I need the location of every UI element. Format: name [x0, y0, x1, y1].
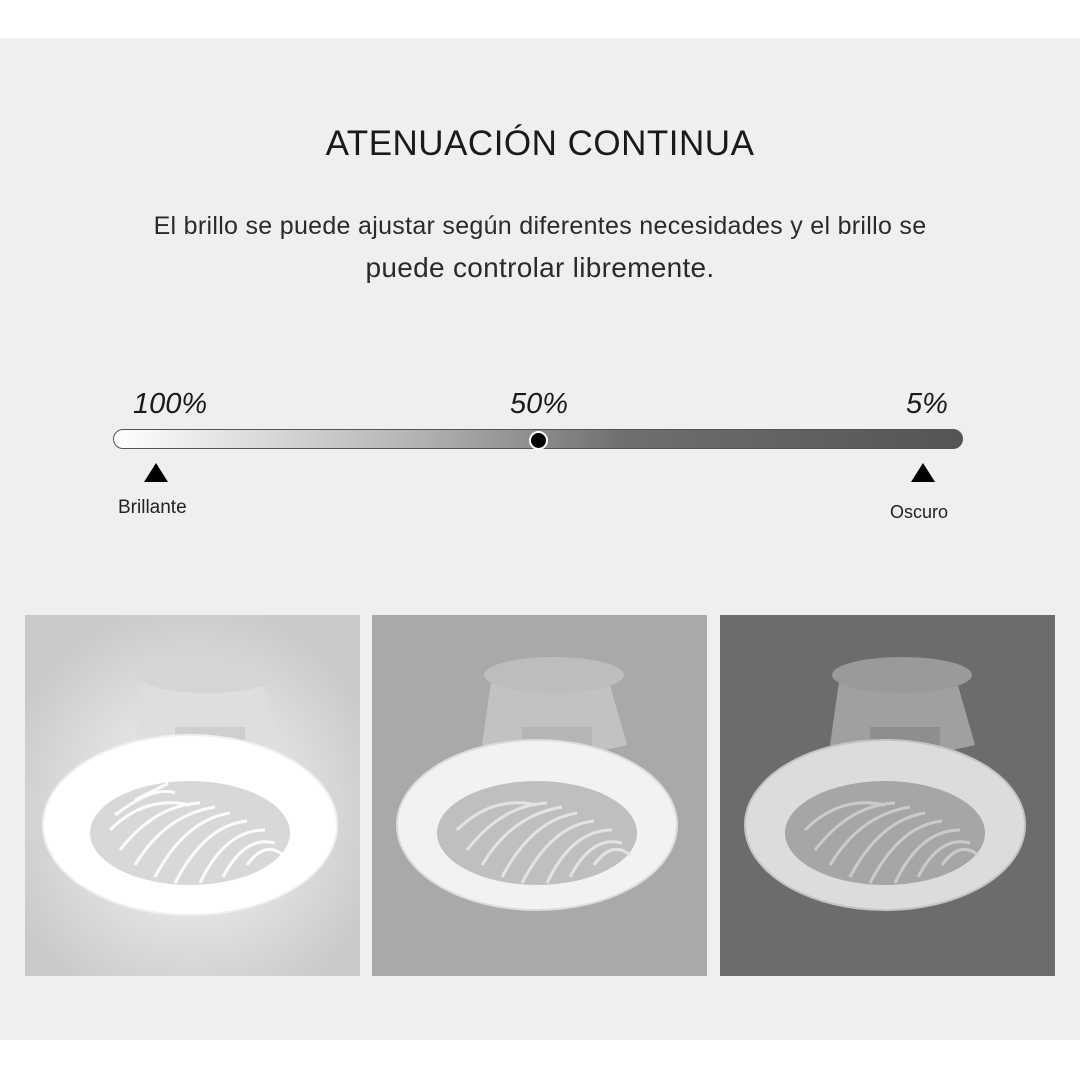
fan-photo-dark — [720, 615, 1055, 976]
dark-label: Oscuro — [890, 502, 949, 522]
label-5-percent: 5% — [906, 388, 948, 420]
label-50-percent: 50% — [510, 388, 569, 420]
description: El brillo se puede ajustar según diferen… — [60, 205, 1020, 289]
fan-photo-medium — [372, 615, 707, 976]
bright-label: Brillante — [118, 497, 187, 518]
bright-arrow-icon — [144, 463, 168, 482]
description-line-2: puede controlar libremente. — [365, 252, 715, 283]
ceiling-fan-dark-icon — [720, 615, 1055, 976]
fan-photo-bright — [25, 615, 360, 976]
label-100-percent: 100% — [133, 388, 208, 420]
dark-arrow-icon — [911, 463, 935, 482]
page-title: ATENUACIÓN CONTINUA — [325, 124, 755, 163]
ceiling-fan-light-icon — [25, 615, 360, 976]
ceiling-fan-medium-icon — [372, 615, 707, 976]
brightness-slider-knob — [528, 431, 548, 450]
description-line-1: El brillo se puede ajustar según diferen… — [153, 212, 927, 240]
